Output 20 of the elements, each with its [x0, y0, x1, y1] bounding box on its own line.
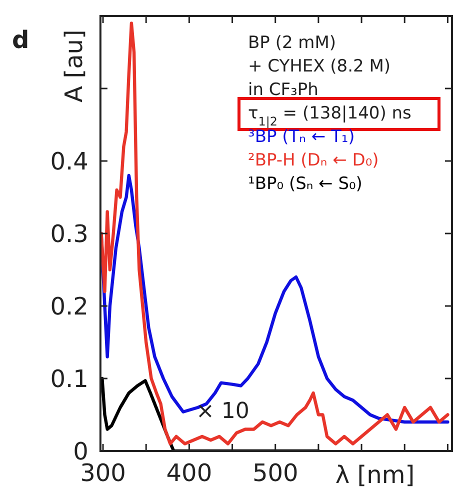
annotation: BP (2 mM) — [248, 33, 336, 53]
x-axis-title: λ [nm] — [335, 461, 415, 489]
x-tick-label: 400 — [166, 459, 212, 487]
x-tick-label: 300 — [80, 459, 126, 487]
text: ³BP (Tₙ ← T₁) — [248, 127, 355, 147]
y-tick-label: 0.2 — [50, 292, 88, 320]
text: ²BP-H (Dₙ ← D₀) — [248, 150, 379, 170]
text: ¹BP₀ (Sₙ ← S₀) — [248, 174, 362, 194]
y-tick-label: 0.4 — [50, 147, 88, 176]
line-series — [100, 22, 450, 446]
annotation: + CYHEX (8.2 M) — [248, 56, 391, 76]
text: d — [12, 26, 30, 54]
line-series — [100, 376, 320, 451]
x-tick-label: 500 — [252, 459, 298, 487]
annotation: τ$_{1|2}$ = (138|140) ns — [248, 104, 412, 128]
annotation: in CF₃Ph — [248, 80, 318, 100]
y-axis-title: A [au] — [60, 30, 88, 102]
y-tick-label: 0.1 — [50, 364, 88, 393]
annotation: × 10 — [196, 399, 250, 424]
y-tick-label: 0.3 — [50, 220, 88, 248]
